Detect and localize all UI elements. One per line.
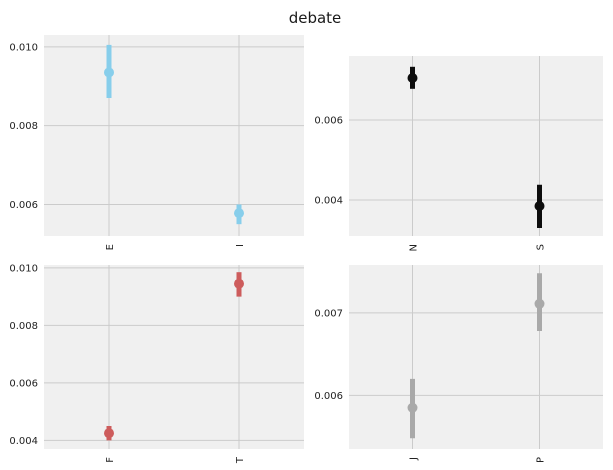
data-point — [104, 67, 114, 78]
data-point — [234, 208, 244, 219]
y-tick-label: 0.008 — [9, 321, 38, 332]
subplot-4: 0.006 0.007 J P — [314, 265, 603, 463]
data-point — [534, 298, 545, 309]
data-point — [407, 73, 418, 83]
y-tick-label: 0.006 — [9, 378, 38, 389]
plot-area — [44, 265, 304, 449]
y-tick-label: 0.010 — [9, 263, 38, 274]
y-tick-label: 0.007 — [314, 308, 343, 319]
y-tick-label: 0.006 — [314, 116, 343, 127]
data-point — [407, 402, 418, 413]
subplot-2: 0.004 0.006 N S — [314, 56, 603, 251]
x-tick-label: T — [235, 456, 246, 464]
data-point — [104, 428, 114, 439]
x-tick-label: J — [409, 457, 420, 461]
subplot-3: 0.004 0.006 0.008 0.010 F T — [9, 263, 304, 464]
x-tick-label: E — [105, 244, 116, 250]
y-tick-label: 0.008 — [9, 121, 38, 132]
x-tick-label: I — [235, 244, 246, 247]
x-tick-label: P — [536, 457, 547, 463]
data-point — [234, 278, 244, 289]
plot-area — [349, 265, 603, 449]
y-tick-label: 0.006 — [314, 391, 343, 402]
y-tick-label: 0.004 — [9, 436, 38, 447]
x-tick-label: N — [409, 244, 420, 251]
y-tick-label: 0.010 — [9, 42, 38, 53]
plot-area — [44, 35, 304, 236]
x-tick-label: S — [536, 244, 547, 250]
plot-area — [349, 56, 603, 236]
x-tick-label: F — [105, 457, 116, 463]
figure-title: debate — [289, 9, 342, 27]
data-point — [534, 201, 545, 211]
y-tick-label: 0.004 — [314, 196, 343, 207]
subplot-1: 0.006 0.008 0.010 E I — [9, 35, 304, 250]
y-tick-label: 0.006 — [9, 200, 38, 211]
